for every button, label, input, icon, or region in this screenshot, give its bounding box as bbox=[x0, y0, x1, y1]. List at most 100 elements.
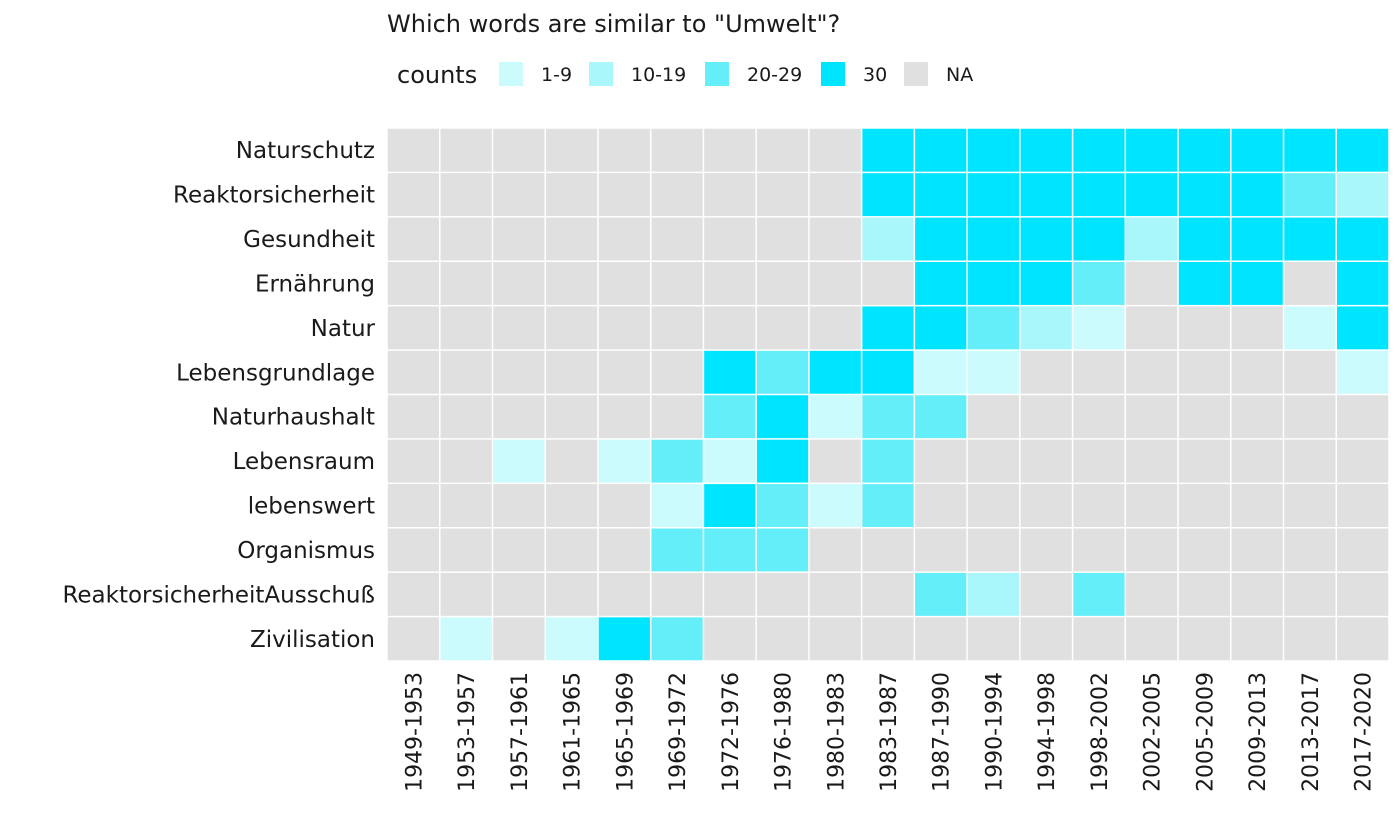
heatmap-cell-lebensgrundlage-1976-1980 bbox=[756, 350, 809, 394]
heatmap-cell-naturhaushalt-1965-1969 bbox=[598, 395, 650, 439]
heatmap-cell-lebenswert-2017-2020 bbox=[1337, 484, 1389, 527]
heatmap-cell-ern-hrung-1961-1965 bbox=[545, 262, 598, 305]
heatmap-cell-zivilisation-1983-1987 bbox=[862, 617, 914, 661]
heatmap-cell-naturschutz-1987-1990 bbox=[915, 128, 967, 172]
heatmap-cell-gesundheit-1972-1976 bbox=[704, 217, 756, 261]
row-label-gesundheit: Gesundheit bbox=[243, 227, 375, 253]
row-label-organismus: Organismus bbox=[237, 538, 375, 564]
heatmap-cell-lebensgrundlage-1994-1998 bbox=[1020, 350, 1072, 394]
column-label-1994-1998: 1994-1998 bbox=[1035, 672, 1060, 792]
heatmap-cell-gesundheit-1969-1972 bbox=[651, 217, 703, 261]
heatmap-cell-zivilisation-2009-2013 bbox=[1231, 617, 1283, 661]
column-label-1976-1980: 1976-1980 bbox=[772, 672, 797, 792]
row-label-ern-hrung: Ernährung bbox=[255, 271, 375, 297]
legend-label-20-29: 20-29 bbox=[747, 64, 802, 86]
heatmap-cell-reaktorsicherheit-1990-1994 bbox=[967, 173, 1020, 217]
heatmap-cell-gesundheit-1994-1998 bbox=[1020, 217, 1072, 261]
heatmap-cell-gesundheit-1965-1969 bbox=[598, 217, 650, 261]
heatmap-cell-lebenswert-1976-1980 bbox=[756, 484, 809, 527]
heatmap-cell-lebensgrundlage-1957-1961 bbox=[493, 350, 545, 394]
heatmap-cell-lebenswert-2009-2013 bbox=[1231, 484, 1283, 527]
heatmap-cell-lebensraum-2017-2020 bbox=[1337, 439, 1389, 483]
heatmap-cell-naturschutz-1972-1976 bbox=[704, 128, 756, 172]
heatmap-cell-natur-1990-1994 bbox=[967, 306, 1020, 350]
heatmap-cell-zivilisation-1969-1972 bbox=[651, 617, 703, 661]
heatmap-cell-lebensraum-1976-1980 bbox=[756, 439, 809, 483]
heatmap-cell-natur-2017-2020 bbox=[1337, 306, 1389, 350]
row-label-naturhaushalt: Naturhaushalt bbox=[212, 405, 375, 431]
heatmap-cell-lebensraum-1998-2002 bbox=[1073, 439, 1125, 483]
heatmap-cell-lebensraum-1953-1957 bbox=[440, 439, 492, 483]
heatmap-cell-reaktorsicherheit-1957-1961 bbox=[493, 173, 545, 217]
heatmap-cell-naturschutz-1949-1953 bbox=[387, 128, 439, 172]
heatmap-cell-natur-2005-2009 bbox=[1178, 306, 1231, 350]
heatmap-cell-ern-hrung-1990-1994 bbox=[967, 262, 1020, 305]
column-label-1961-1965: 1961-1965 bbox=[561, 672, 586, 792]
heatmap-cell-natur-2009-2013 bbox=[1231, 306, 1283, 350]
heatmap-cell-gesundheit-2002-2005 bbox=[1126, 217, 1178, 261]
heatmap-cell-lebenswert-2013-2017 bbox=[1284, 484, 1336, 527]
heatmap-cell-reaktorsicherheit-1961-1965 bbox=[545, 173, 598, 217]
heatmap-cell-ern-hrung-1957-1961 bbox=[493, 262, 545, 305]
heatmap-cell-zivilisation-1976-1980 bbox=[756, 617, 809, 661]
heatmap-cell-gesundheit-1953-1957 bbox=[440, 217, 492, 261]
row-labels: Naturschutz Reaktorsicherheit Gesundheit Er… bbox=[62, 138, 375, 653]
heatmap-cell-lebensraum-1949-1953 bbox=[387, 439, 439, 483]
heatmap-cell-organismus-1953-1957 bbox=[440, 528, 492, 572]
column-label-2005-2009: 2005-2009 bbox=[1193, 672, 1218, 792]
heatmap-cell-lebensgrundlage-1998-2002 bbox=[1073, 350, 1125, 394]
heatmap-cell-reaktorsicherheitausschu-1953-1957 bbox=[440, 572, 492, 616]
heatmap-cell-organismus-1980-1983 bbox=[809, 528, 861, 572]
column-label-1990-1994: 1990-1994 bbox=[982, 672, 1007, 792]
heatmap-cell-naturhaushalt-1969-1972 bbox=[651, 395, 703, 439]
heatmap-cell-ern-hrung-2009-2013 bbox=[1231, 262, 1283, 305]
heatmap-cell-lebenswert-1953-1957 bbox=[440, 484, 492, 527]
heatmap-cell-gesundheit-2005-2009 bbox=[1178, 217, 1231, 261]
heatmap-cell-naturhaushalt-1957-1961 bbox=[493, 395, 545, 439]
heatmap-cell-naturschutz-1976-1980 bbox=[756, 128, 809, 172]
row-label-lebenswert: lebenswert bbox=[248, 494, 375, 520]
heatmap-cell-reaktorsicherheit-1976-1980 bbox=[756, 173, 809, 217]
heatmap-cell-natur-2013-2017 bbox=[1284, 306, 1336, 350]
heatmap-cell-lebensraum-1983-1987 bbox=[862, 439, 914, 483]
heatmap-cell-natur-1957-1961 bbox=[493, 306, 545, 350]
heatmap-cell-lebenswert-1972-1976 bbox=[704, 484, 756, 527]
heatmap-cell-natur-1987-1990 bbox=[915, 306, 967, 350]
heatmap-cell-natur-2002-2005 bbox=[1126, 306, 1178, 350]
column-label-1953-1957: 1953-1957 bbox=[455, 672, 480, 792]
heatmap-cell-lebensgrundlage-2005-2009 bbox=[1178, 350, 1231, 394]
heatmap-cell-reaktorsicherheitausschu-1965-1969 bbox=[598, 572, 650, 616]
heatmap-cell-lebensraum-1972-1976 bbox=[704, 439, 756, 483]
legend: counts 1-9 10-19 20-29 30 NA bbox=[397, 61, 973, 89]
heatmap-cell-naturhaushalt-1983-1987 bbox=[862, 395, 914, 439]
heatmap-cell-naturschutz-1990-1994 bbox=[967, 128, 1020, 172]
heatmap-cell-natur-1998-2002 bbox=[1073, 306, 1125, 350]
heatmap-cell-lebenswert-1969-1972 bbox=[651, 484, 703, 527]
column-label-1980-1983: 1980-1983 bbox=[824, 672, 849, 792]
row-label-naturschutz: Naturschutz bbox=[236, 138, 375, 164]
heatmap-cell-zivilisation-2013-2017 bbox=[1284, 617, 1336, 661]
heatmap-cell-natur-1969-1972 bbox=[651, 306, 703, 350]
heatmap-cell-lebensraum-1969-1972 bbox=[651, 439, 703, 483]
heatmap-cell-zivilisation-1987-1990 bbox=[915, 617, 967, 661]
heatmap-cell-lebensgrundlage-2002-2005 bbox=[1126, 350, 1178, 394]
heatmap-cell-reaktorsicherheitausschu-1949-1953 bbox=[387, 572, 439, 616]
legend-label-na: NA bbox=[946, 64, 973, 86]
heatmap-cell-zivilisation-1953-1957 bbox=[440, 617, 492, 661]
heatmap-cell-reaktorsicherheitausschu-2013-2017 bbox=[1284, 572, 1336, 616]
legend-label-10-19: 10-19 bbox=[631, 64, 686, 86]
heatmap-cell-gesundheit-2013-2017 bbox=[1284, 217, 1336, 261]
heatmap-cell-lebensgrundlage-1980-1983 bbox=[809, 350, 861, 394]
column-label-1998-2002: 1998-2002 bbox=[1088, 672, 1113, 792]
heatmap-cell-reaktorsicherheit-1949-1953 bbox=[387, 173, 439, 217]
heatmap-cell-reaktorsicherheitausschu-1994-1998 bbox=[1020, 572, 1072, 616]
heatmap-cell-zivilisation-1980-1983 bbox=[809, 617, 861, 661]
heatmap-cell-natur-1949-1953 bbox=[387, 306, 439, 350]
heatmap-cell-ern-hrung-1969-1972 bbox=[651, 262, 703, 305]
heatmap-cell-naturhaushalt-1972-1976 bbox=[704, 395, 756, 439]
heatmap-cell-gesundheit-1976-1980 bbox=[756, 217, 809, 261]
column-label-1987-1990: 1987-1990 bbox=[930, 672, 955, 792]
heatmap-cell-ern-hrung-1994-1998 bbox=[1020, 262, 1072, 305]
heatmap-cell-lebenswert-1961-1965 bbox=[545, 484, 598, 527]
